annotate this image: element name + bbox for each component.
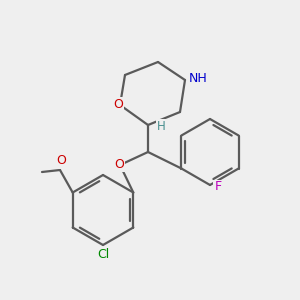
Text: Cl: Cl bbox=[97, 248, 109, 262]
Text: H: H bbox=[157, 119, 166, 133]
Text: O: O bbox=[113, 98, 123, 110]
Text: NH: NH bbox=[189, 71, 208, 85]
Text: O: O bbox=[114, 158, 124, 170]
Text: O: O bbox=[56, 154, 66, 167]
Text: F: F bbox=[214, 181, 222, 194]
